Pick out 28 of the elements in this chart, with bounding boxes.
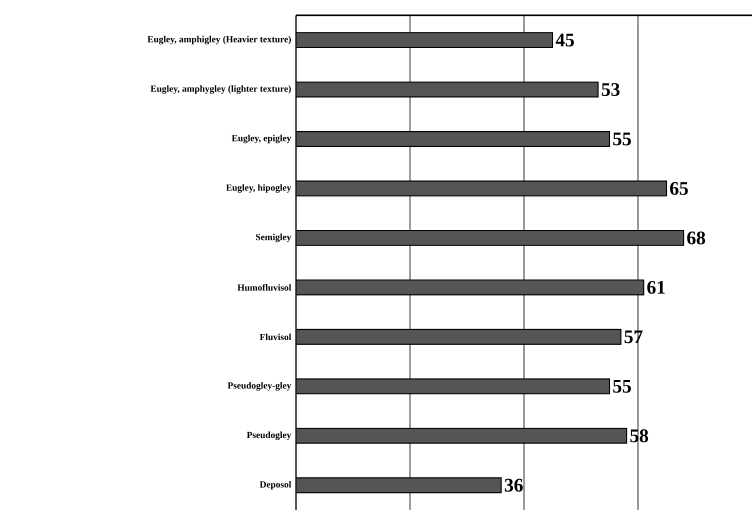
y-tick-label: Pseudogley	[246, 432, 292, 440]
bar	[296, 230, 684, 246]
y-tick-label: Deposol	[260, 481, 292, 490]
y-tick-label: Eugley, epigley	[232, 134, 292, 144]
data-label: 61	[647, 281, 665, 294]
y-tick-label: Eugley, amphygley (lighter texture)	[150, 85, 291, 94]
y-tick-label: Pseudogley-gley	[228, 382, 292, 391]
bar	[296, 329, 622, 345]
bar	[296, 180, 668, 197]
bar	[296, 378, 610, 394]
bar	[296, 32, 554, 48]
data-label: 65	[670, 182, 688, 196]
data-label: 68	[687, 232, 706, 245]
bar	[296, 477, 502, 494]
bar	[296, 131, 610, 148]
data-label: 53	[602, 83, 620, 96]
data-label: 45	[556, 34, 574, 47]
bar	[296, 82, 599, 98]
data-label: 55	[613, 132, 631, 146]
data-label: 55	[613, 380, 631, 393]
data-label: 36	[504, 478, 523, 492]
bar	[296, 280, 644, 296]
y-tick-label: Fluvisol	[260, 334, 292, 340]
y-tick-label: Humofluvisol	[238, 284, 292, 291]
y-tick-label: Semigley	[256, 234, 292, 242]
bar	[296, 428, 628, 444]
y-tick-label: Eugley, hipogley	[226, 184, 292, 193]
y-tick-label: Eugley, amphigley (Heavier texture)	[148, 36, 291, 44]
